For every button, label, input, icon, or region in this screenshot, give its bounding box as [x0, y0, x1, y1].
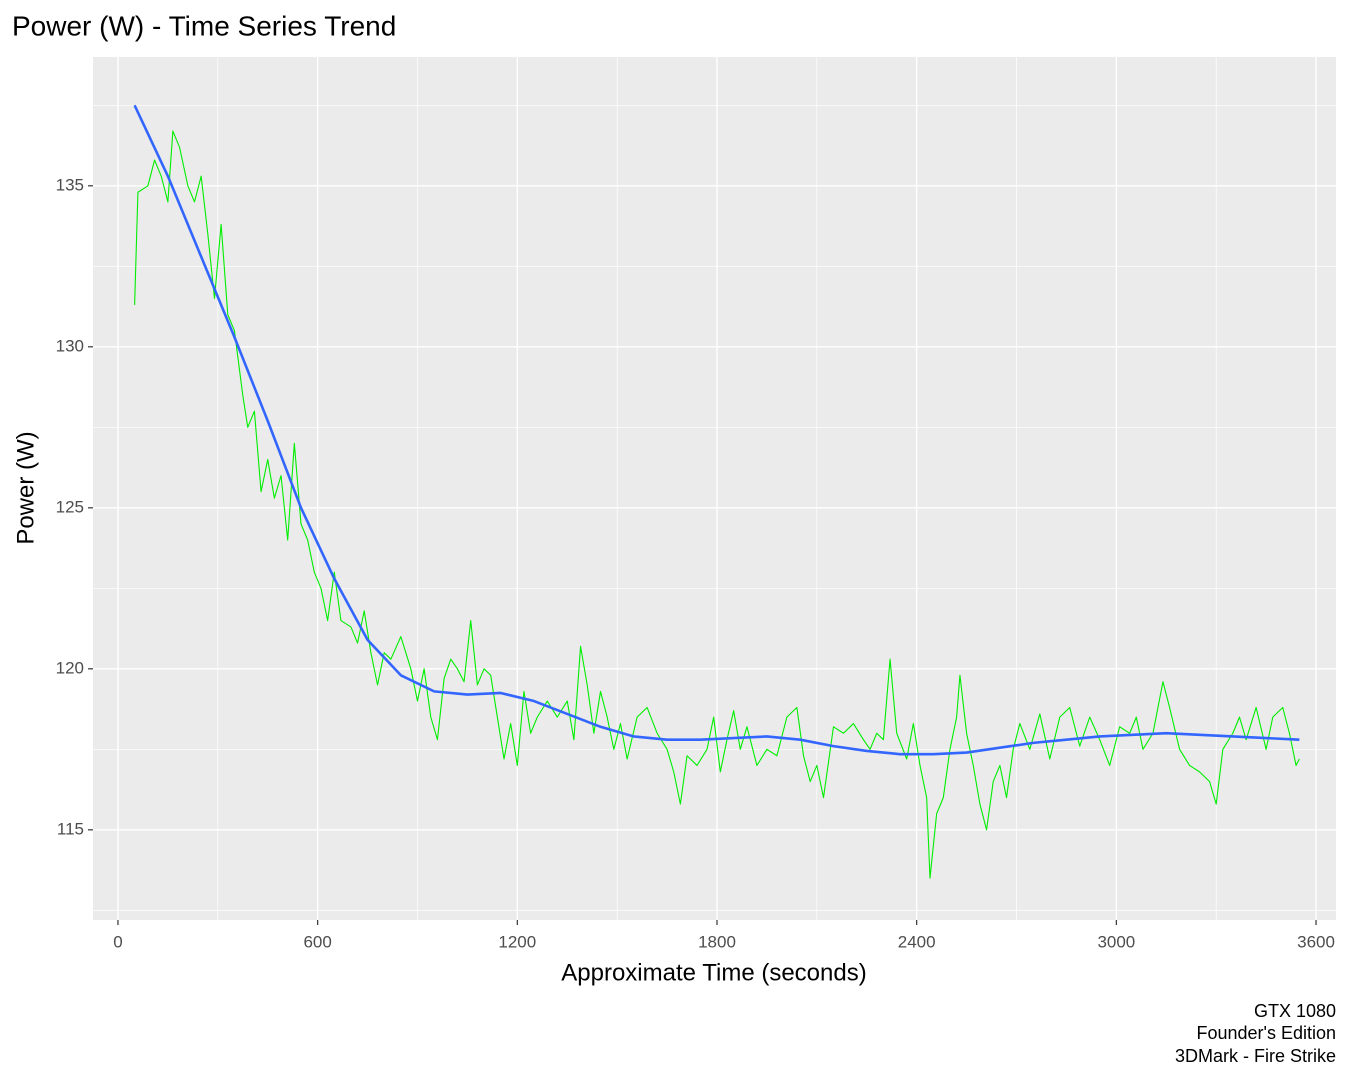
- y-tick-label: 135: [56, 175, 84, 194]
- y-tick-label: 115: [57, 819, 84, 838]
- x-tick-label: 1200: [498, 932, 536, 951]
- y-axis-label: Power (W): [12, 431, 39, 544]
- y-tick-label: 130: [56, 336, 84, 355]
- caption: GTX 1080: [1254, 1001, 1336, 1021]
- x-tick-label: 2400: [898, 932, 936, 951]
- x-tick-label: 0: [113, 932, 122, 951]
- caption: 3DMark - Fire Strike: [1175, 1046, 1336, 1066]
- x-axis-label: Approximate Time (seconds): [561, 959, 866, 986]
- chart-title: Power (W) - Time Series Trend: [12, 10, 396, 41]
- series-line: [133, 104, 1300, 756]
- panel: [93, 57, 1336, 920]
- x-tick-label: 3600: [1297, 932, 1335, 951]
- y-tick-label: 120: [56, 658, 84, 677]
- x-tick-label: 3000: [1097, 932, 1135, 951]
- y-tick-label: 125: [56, 497, 84, 516]
- series-line: [134, 130, 1300, 879]
- x-tick-label: 1800: [698, 932, 736, 951]
- x-tick-label: 600: [303, 932, 331, 951]
- caption: Founder's Edition: [1196, 1023, 1336, 1043]
